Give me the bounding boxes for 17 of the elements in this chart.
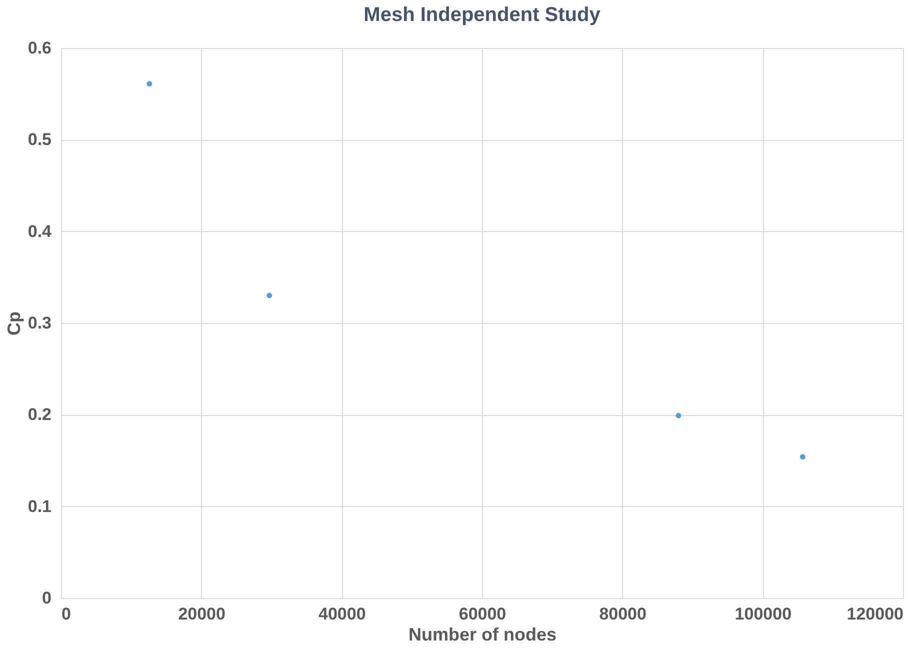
y-tick-label: 0 xyxy=(42,588,52,608)
y-tick-label: 0.5 xyxy=(28,130,52,150)
x-tick-label: 20000 xyxy=(178,604,226,624)
x-axis-title: Number of nodes xyxy=(408,624,557,644)
x-tick-label: 0 xyxy=(62,604,71,624)
x-tick-label: 100000 xyxy=(734,604,792,624)
y-tick-label: 0.2 xyxy=(28,405,52,424)
y-tick-label: 0.4 xyxy=(28,222,52,241)
chart-title: Mesh Independent Study xyxy=(364,4,602,26)
x-tick-label: 60000 xyxy=(458,604,506,624)
x-tick-label: 40000 xyxy=(318,604,366,624)
y-tick-label: 0.1 xyxy=(28,496,52,516)
y-axis-title: Cp xyxy=(4,312,24,336)
x-tick-label: 120000 xyxy=(846,604,904,624)
x-tick-label: 80000 xyxy=(599,604,646,624)
y-tick-label: 0.3 xyxy=(28,314,52,332)
y-tick-label: 0.6 xyxy=(28,38,52,58)
